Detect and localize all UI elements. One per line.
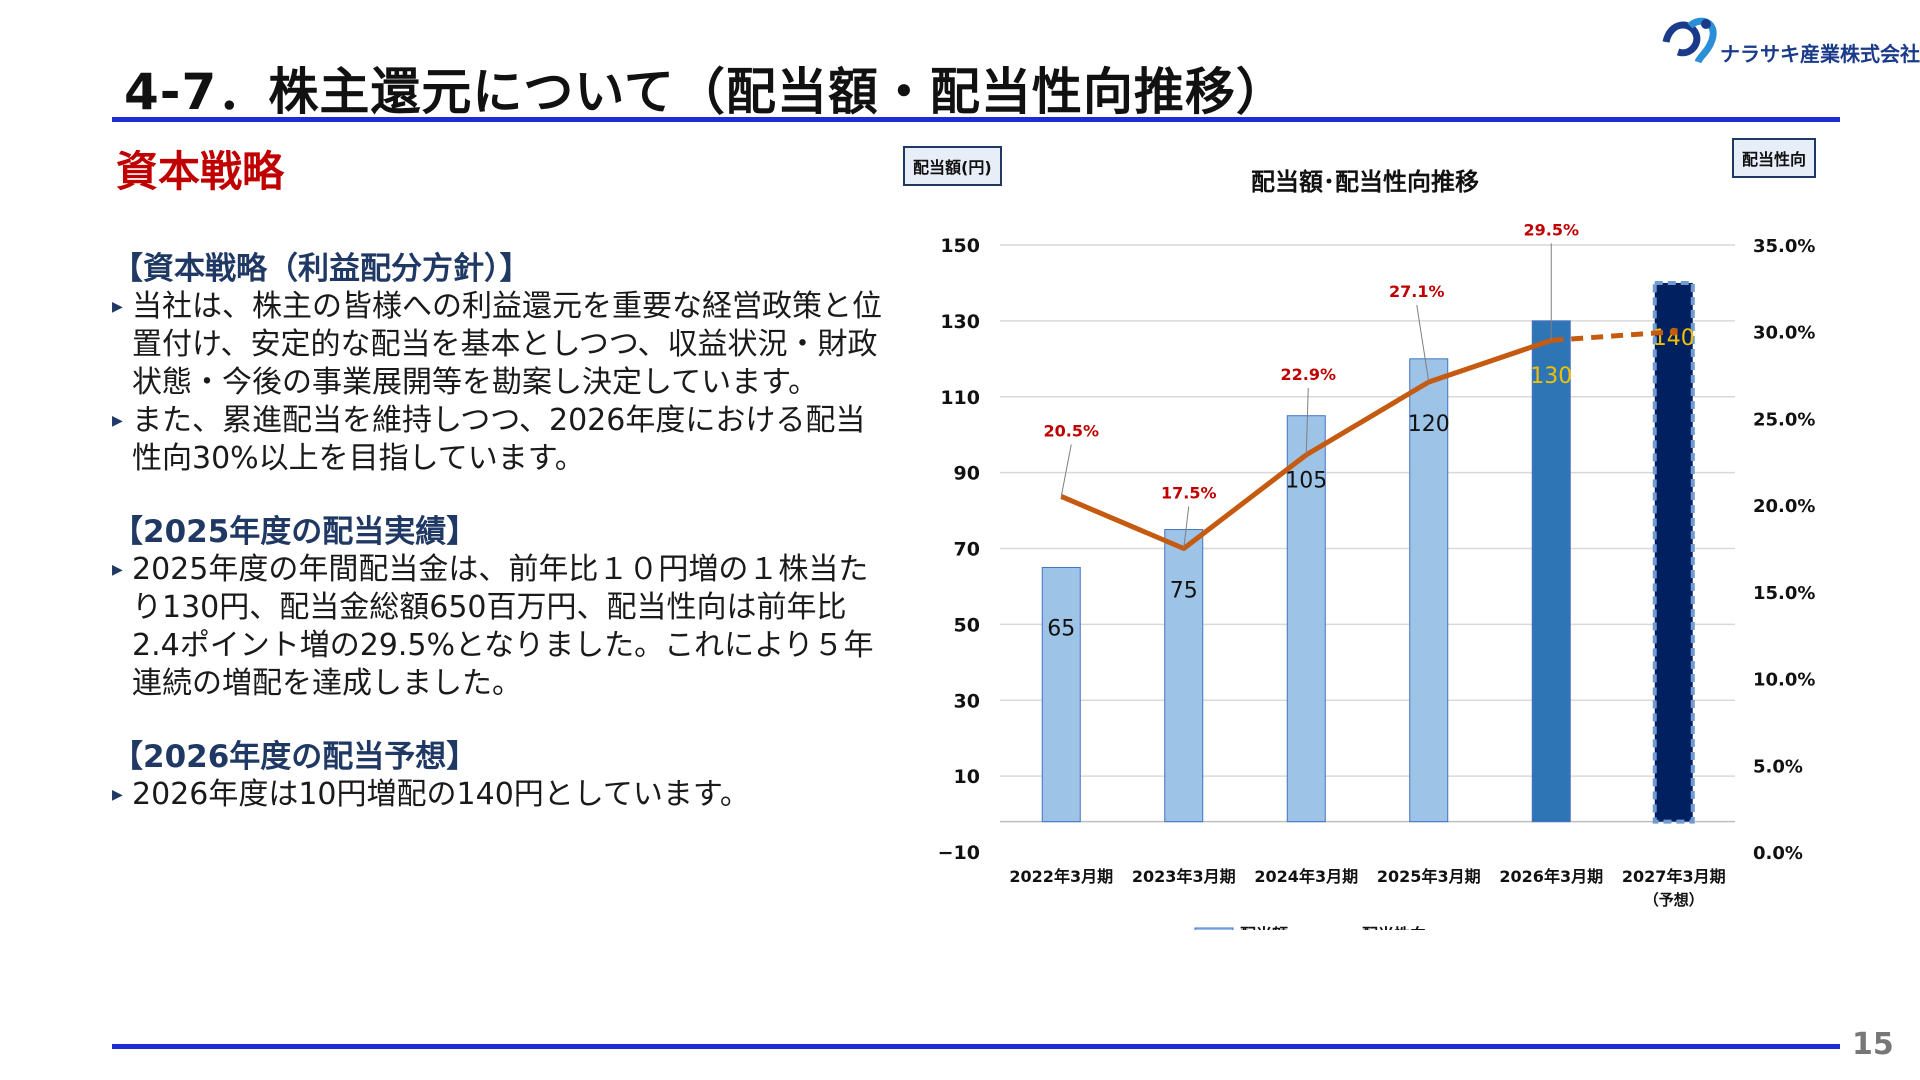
bullet-text: 当社は、株主の皆様への利益還元を重要な経営政策と位置付け、安定的な配当を基本とし… — [132, 289, 882, 400]
y-left-tick: 50 — [954, 614, 980, 636]
company-logo — [1662, 17, 1717, 64]
ratio-value-label: 22.9% — [1280, 365, 1336, 384]
text-panel: 【資本戦略（利益配分方針）】 ▶ 当社は、株主の皆様への利益還元を重要な経営政策… — [112, 250, 892, 814]
ratio-value-label: 29.5% — [1523, 220, 1579, 239]
ratio-value-label: 20.5% — [1043, 421, 1099, 440]
policy-bullet: ▶ 当社は、株主の皆様への利益還元を重要な経営政策と位置付け、安定的な配当を基本… — [112, 288, 892, 402]
x-tick-label: 2022年3月期 — [1009, 867, 1113, 886]
forecast-heading: 【2026年度の配当予想】 — [112, 739, 478, 775]
section-title: 資本戦略 — [116, 147, 285, 196]
bar — [1286, 415, 1326, 823]
y-right-tick: 15.0% — [1753, 583, 1815, 604]
y-right-tick: 30.0% — [1753, 323, 1815, 344]
results-bullet: ▶ 2025年度の年間配当金は、前年比１０円増の１株当たり130円、配当金総額6… — [112, 551, 892, 703]
bar — [1041, 566, 1081, 823]
x-tick-sublabel: （予想） — [1644, 891, 1704, 909]
line-point — [1669, 327, 1678, 336]
y-left-tick: 90 — [954, 463, 980, 485]
y-right-tick: 25.0% — [1753, 409, 1815, 430]
label-leader — [1416, 304, 1430, 383]
header-rule — [112, 117, 1840, 122]
ratio-value-label: 17.5% — [1161, 484, 1217, 503]
legend-bar-label: 配当額 — [1240, 925, 1288, 930]
ratio-value-label: 27.1% — [1389, 282, 1445, 301]
y-left-tick: 10 — [954, 766, 980, 788]
bullet-text: 2026年度は10円増配の140円としています。 — [132, 777, 750, 812]
policy-heading: 【資本戦略（利益配分方針）】 — [112, 251, 531, 287]
y-right-tick: 20.0% — [1753, 496, 1815, 517]
label-leader — [1183, 506, 1190, 549]
payout-ratio-forecast-line — [1551, 329, 1674, 343]
bullet-text: また、累進配当を維持しつつ、2026年度における配当性向30%以上を目指していま… — [132, 403, 866, 476]
bullet-text: 2025年度の年間配当金は、前年比１０円増の１株当たり130円、配当金総額650… — [132, 552, 874, 701]
legend-line-label: 配当性向 — [1362, 925, 1426, 930]
logo-text: ナラサキ産業株式会社 — [1720, 42, 1920, 66]
forecast-bullet: ▶ 2026年度は10円増配の140円としています。 — [112, 776, 892, 814]
bar-value-label: 75 — [1170, 579, 1198, 604]
y-left-tick: 150 — [940, 235, 980, 257]
legend-bar-swatch — [1194, 927, 1234, 930]
y-right-tick: 10.0% — [1753, 670, 1815, 691]
x-tick-label: 2023年3月期 — [1132, 867, 1236, 886]
y-left-tick: 70 — [954, 539, 980, 561]
bar-value-label: 105 — [1285, 469, 1327, 494]
footer-rule — [112, 1044, 1840, 1049]
right-axis-unit-box: 配当性向 — [1732, 138, 1817, 178]
y-left-tick: −10 — [938, 842, 980, 864]
bar-value-label: 120 — [1408, 412, 1450, 437]
label-leader — [1060, 444, 1072, 497]
policy-bullet: ▶ また、累進配当を維持しつつ、2026年度における配当性向30%以上を目指して… — [112, 402, 892, 478]
chart-title: 配当額･配当性向推移 — [1251, 168, 1479, 196]
label-leader — [1305, 387, 1309, 455]
bullet-icon: ▶ — [112, 413, 123, 429]
bullet-icon: ▶ — [112, 562, 123, 578]
bar — [1409, 358, 1449, 823]
bar-value-label: 130 — [1530, 364, 1572, 389]
y-left-tick: 130 — [940, 311, 980, 333]
x-tick-label: 2024年3月期 — [1254, 867, 1358, 886]
y-left-tick: 30 — [954, 690, 980, 712]
y-left-tick: 110 — [940, 387, 980, 409]
results-heading: 【2025年度の配当実績】 — [112, 514, 478, 550]
bar — [1164, 529, 1204, 823]
bar — [1531, 320, 1571, 823]
y-right-tick: 0.0% — [1753, 843, 1803, 864]
page-title: 4-7．株主還元について（配当額・配当性向推移） — [124, 63, 1287, 121]
y-right-tick: 5.0% — [1753, 756, 1803, 777]
left-axis-unit-box: 配当額(円) — [903, 146, 1002, 186]
bar-value-label: 65 — [1047, 616, 1075, 641]
bullet-icon: ▶ — [112, 299, 123, 315]
y-right-tick: 35.0% — [1753, 236, 1815, 257]
dividend-chart: 配当額･配当性向推移 −10 10 30 50 70 90 110 130 150 0.0% 5.0%… — [938, 168, 1815, 930]
x-tick-label: 2026年3月期 — [1499, 867, 1603, 886]
x-tick-label: 2025年3月期 — [1377, 867, 1481, 886]
x-tick-label: 2027年3月期 — [1622, 867, 1726, 886]
bullet-icon: ▶ — [112, 787, 123, 803]
page-number: 15 — [1852, 1027, 1894, 1062]
bar — [1652, 280, 1695, 824]
